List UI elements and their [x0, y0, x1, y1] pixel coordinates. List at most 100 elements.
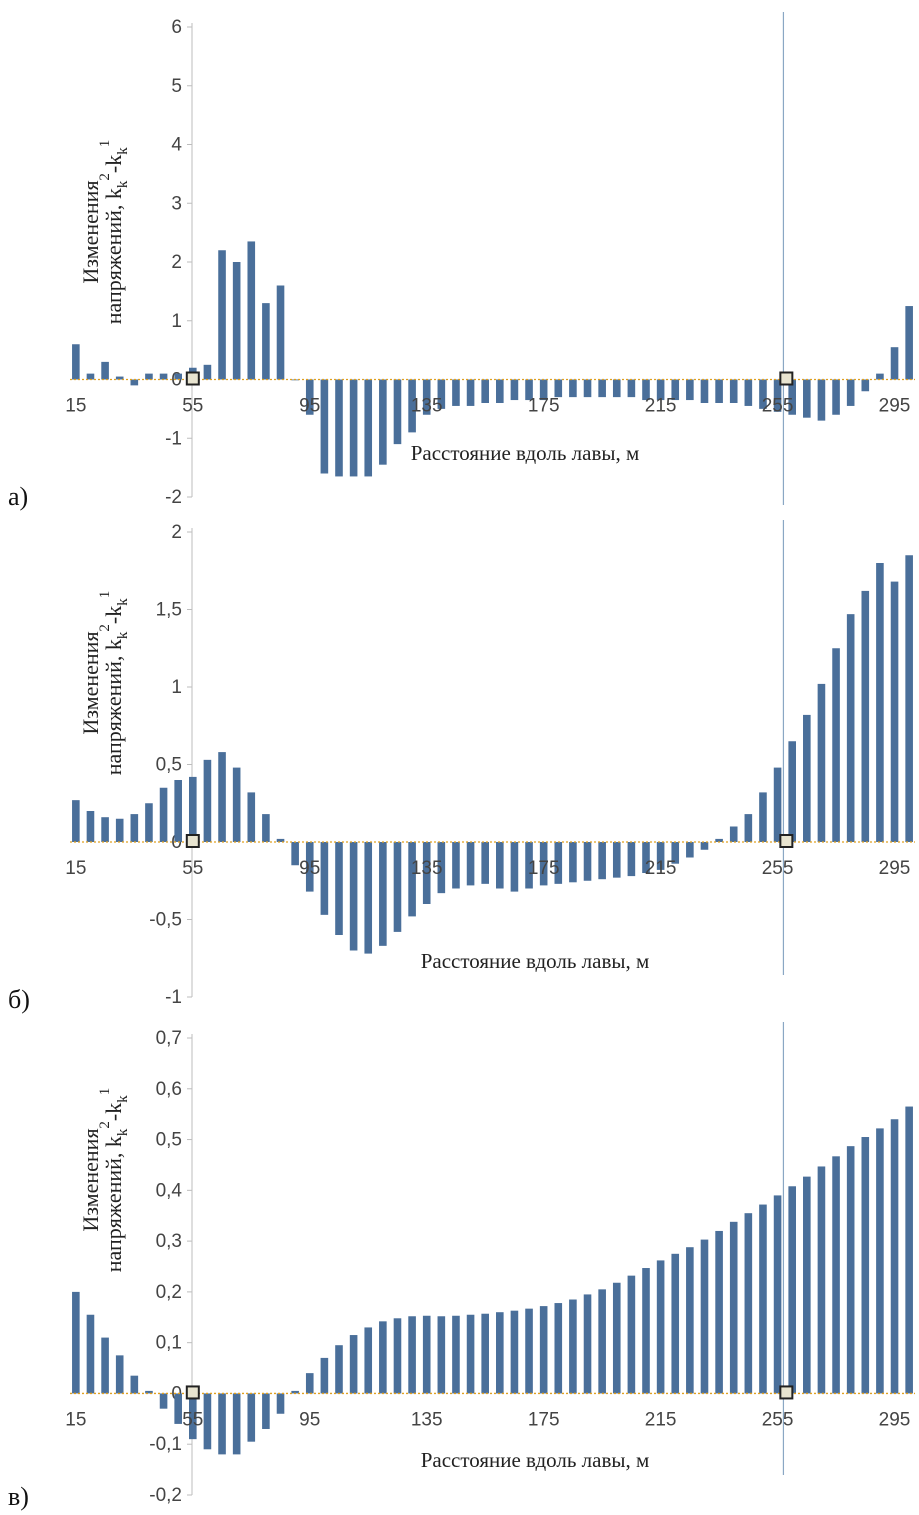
- y-tick-label: 3: [171, 193, 182, 214]
- x-axis-label: Расстояние вдоль лавы, м: [411, 441, 640, 465]
- bar: [247, 241, 256, 380]
- bar: [686, 842, 694, 858]
- bar: [612, 1282, 621, 1394]
- x-tick-label: 55: [182, 1409, 203, 1430]
- bar: [671, 1253, 680, 1394]
- x-tick-label: 295: [879, 396, 911, 417]
- bar: [700, 1239, 709, 1394]
- bar: [905, 1106, 913, 1394]
- bar: [276, 285, 285, 380]
- y-axis-label-line2: напряжений, kk2-kk1: [97, 140, 131, 324]
- bar: [817, 379, 826, 421]
- bar: [759, 1204, 767, 1394]
- bar: [598, 1289, 606, 1394]
- y-axis-label-line2: напряжений, kk2-kk1: [97, 591, 131, 775]
- bar: [612, 379, 621, 398]
- bar: [247, 792, 256, 842]
- bar: [890, 581, 899, 842]
- bar: [627, 379, 636, 398]
- bar: [569, 1299, 577, 1394]
- bar: [379, 1321, 387, 1394]
- bar: [510, 379, 519, 401]
- x-tick-label: 295: [879, 1409, 911, 1430]
- bar: [466, 379, 475, 406]
- bar: [539, 842, 548, 886]
- y-tick-label: -1: [165, 428, 182, 449]
- bar: [539, 379, 548, 401]
- x-tick-label: 95: [299, 396, 320, 417]
- x-tick-label: 95: [299, 1409, 320, 1430]
- bar: [627, 1275, 636, 1394]
- bar: [159, 1393, 168, 1409]
- x-tick-label: 255: [762, 396, 794, 417]
- bar: [130, 814, 139, 842]
- bar: [656, 379, 665, 401]
- y-axis-label-line1: Изменения: [78, 1128, 103, 1231]
- bar: [101, 361, 109, 380]
- y-tick-label: 0,5: [156, 1130, 182, 1151]
- bar: [364, 1327, 373, 1394]
- bar: [276, 1393, 285, 1414]
- bar: [262, 814, 270, 842]
- bar: [335, 842, 343, 935]
- bar: [305, 1373, 314, 1394]
- bar: [393, 379, 402, 445]
- y-tick-label: -2: [165, 487, 182, 508]
- bar: [642, 379, 650, 401]
- bar: [481, 1313, 489, 1394]
- bar: [408, 379, 416, 433]
- position-marker: [185, 1385, 200, 1400]
- bar: [437, 1316, 446, 1394]
- bar: [642, 842, 650, 873]
- x-tick-label: 135: [411, 1409, 443, 1430]
- bar: [218, 752, 226, 842]
- y-tick-label: 2: [171, 252, 182, 273]
- bar: [876, 373, 884, 380]
- bar: [101, 817, 109, 842]
- x-tick-label: 55: [182, 858, 203, 879]
- bar: [715, 838, 723, 842]
- bar: [890, 347, 899, 380]
- bar: [686, 1247, 694, 1394]
- bar: [569, 842, 577, 883]
- bar: [686, 379, 694, 401]
- x-tick-label: 15: [65, 1409, 86, 1430]
- bar: [379, 842, 387, 946]
- bar: [905, 555, 913, 842]
- bar: [598, 842, 606, 880]
- bar: [539, 1306, 548, 1394]
- bar: [525, 842, 533, 889]
- bar: [305, 842, 314, 892]
- y-tick-label: 5: [171, 76, 182, 97]
- position-marker: [779, 371, 794, 386]
- bar: [803, 379, 811, 418]
- bar: [700, 379, 709, 403]
- x-tick-label: 175: [528, 396, 560, 417]
- bar: [832, 648, 840, 842]
- x-tick-label: 95: [299, 858, 320, 879]
- panel-label: а): [8, 482, 28, 511]
- bar: [700, 842, 709, 850]
- bar: [320, 379, 329, 474]
- y-tick-label: 2: [171, 522, 182, 543]
- bar: [715, 379, 723, 403]
- bar: [817, 1166, 826, 1394]
- bar: [715, 1230, 723, 1394]
- y-axis-label-line2: напряжений, kk2-kk1: [97, 1088, 131, 1272]
- bar: [832, 1156, 840, 1394]
- y-tick-label: 0,3: [156, 1231, 182, 1252]
- bar: [846, 614, 855, 842]
- bar: [656, 1260, 665, 1394]
- bar: [510, 1310, 519, 1394]
- bar: [817, 683, 826, 842]
- bar: [729, 1221, 738, 1394]
- x-tick-label: 175: [528, 1409, 560, 1430]
- bar: [159, 373, 168, 380]
- bar: [861, 379, 870, 392]
- bar: [773, 379, 782, 412]
- panel-label: б): [8, 985, 30, 1014]
